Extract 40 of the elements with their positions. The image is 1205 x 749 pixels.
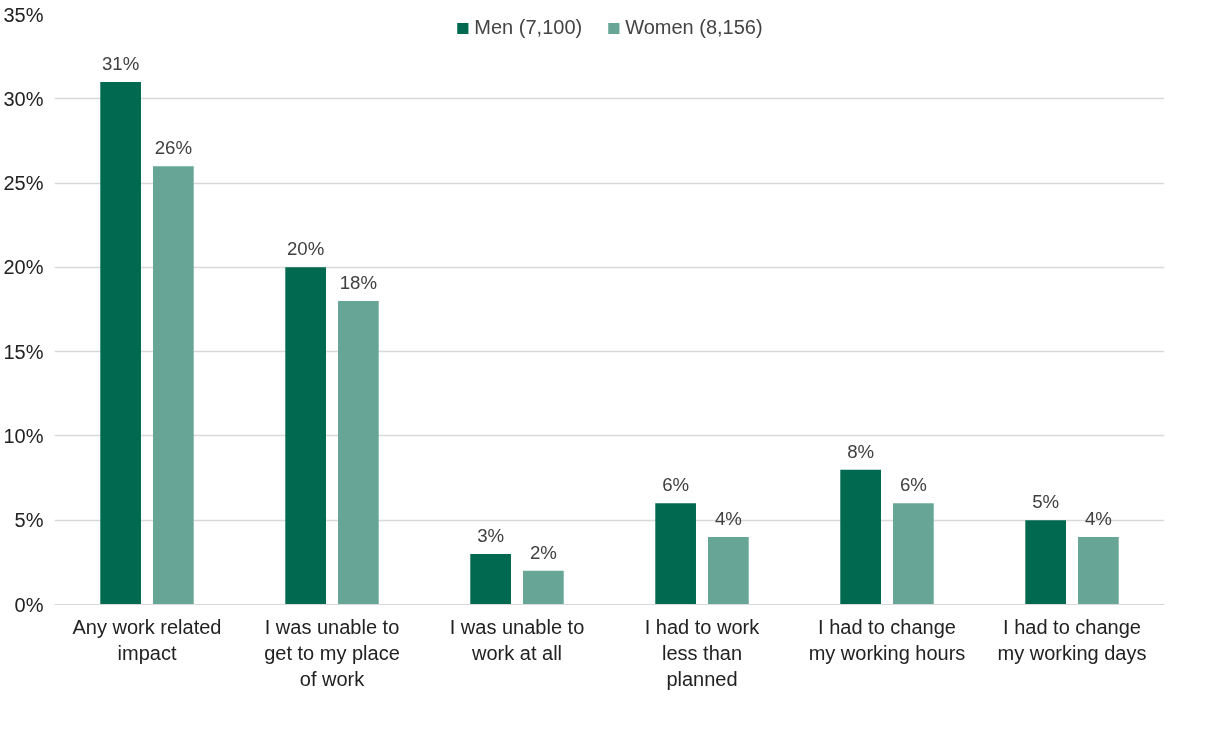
x-tick-label: I had to work less than planned: [644, 615, 761, 691]
data-label: 6%: [662, 474, 690, 496]
data-label: 26%: [154, 137, 193, 159]
data-label: 2%: [529, 541, 557, 563]
data-label: 20%: [286, 238, 325, 260]
bar: [893, 503, 934, 605]
y-tick-label: 5%: [14, 509, 44, 532]
data-label: 6%: [899, 474, 927, 496]
bar: [100, 81, 141, 605]
y-tick-label: 15%: [3, 340, 44, 363]
bar: [523, 570, 564, 605]
legend-label: Men (7,100): [474, 16, 583, 39]
bar: [338, 301, 379, 605]
y-tick-label: 30%: [3, 87, 44, 110]
x-tick-label: I had to change my working hours: [808, 615, 966, 664]
legend-label: Women (8,156): [625, 16, 763, 39]
y-tick-label: 0%: [14, 593, 44, 616]
data-label: 31%: [101, 52, 140, 74]
bar: [708, 537, 749, 605]
data-label: 4%: [1084, 508, 1112, 530]
bar: [153, 166, 194, 605]
data-label: 5%: [1032, 491, 1060, 513]
x-tick-label: I was unable to get to my place of work: [264, 615, 400, 691]
x-tick-label: Any work related impact: [72, 615, 222, 664]
y-tick-label: 35%: [3, 3, 44, 26]
bar: [1078, 537, 1119, 605]
data-label: 3%: [477, 524, 505, 546]
bar: [1025, 520, 1066, 605]
bar: [285, 267, 326, 605]
data-label: 4%: [714, 508, 742, 530]
x-tick-label: I had to change my working days: [997, 615, 1147, 664]
data-label: 8%: [847, 440, 875, 462]
bar: [840, 469, 881, 605]
bar: [655, 503, 696, 605]
y-tick-label: 10%: [3, 424, 44, 447]
y-tick-label: 20%: [3, 256, 44, 279]
data-label: 18%: [339, 272, 378, 294]
y-tick-label: 25%: [3, 172, 44, 195]
x-tick-label: I was unable to work at all: [449, 615, 585, 664]
bar: [470, 553, 511, 605]
